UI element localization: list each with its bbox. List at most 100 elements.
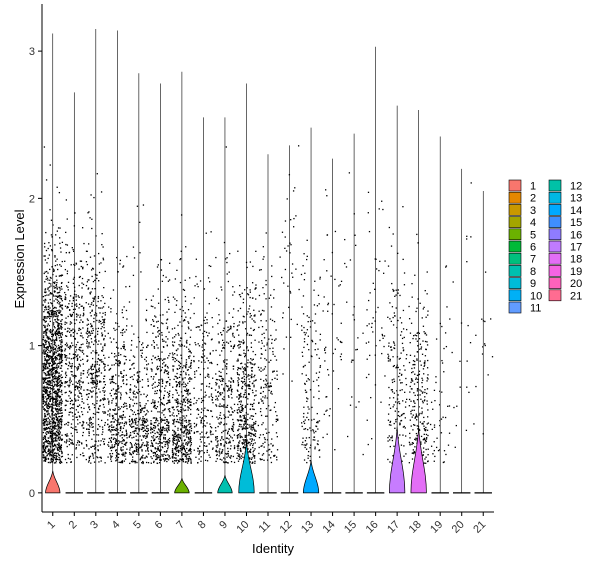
data-point: [57, 432, 60, 434]
data-point: [95, 315, 98, 317]
data-point: [103, 398, 105, 400]
data-point: [72, 357, 75, 360]
data-point: [101, 295, 103, 297]
data-point: [195, 425, 197, 427]
data-point: [180, 250, 182, 252]
data-point: [123, 402, 126, 404]
data-point: [103, 354, 105, 357]
data-point: [221, 333, 223, 336]
data-point: [217, 322, 219, 325]
data-point: [202, 436, 204, 438]
data-point: [74, 330, 76, 333]
data-point: [47, 432, 49, 434]
data-point: [119, 435, 121, 437]
data-point: [49, 317, 51, 320]
data-point: [57, 412, 59, 414]
data-point: [46, 394, 49, 397]
data-point: [129, 449, 131, 451]
data-point: [114, 413, 116, 415]
data-point: [81, 413, 84, 416]
data-point: [236, 411, 239, 414]
data-point: [76, 456, 78, 459]
data-point: [44, 246, 46, 248]
data-point: [237, 433, 240, 436]
data-point: [44, 288, 47, 290]
data-point: [239, 346, 242, 348]
data-point: [209, 425, 212, 428]
data-point: [79, 453, 82, 456]
data-point: [115, 413, 117, 415]
data-point: [151, 444, 154, 446]
data-point: [269, 294, 272, 296]
data-point: [56, 435, 58, 437]
data-point: [65, 317, 67, 319]
data-point: [126, 441, 128, 444]
data-point: [49, 428, 51, 430]
data-point: [245, 385, 247, 387]
data-point: [240, 341, 243, 343]
data-point: [75, 426, 77, 428]
data-point: [247, 359, 249, 361]
data-point: [64, 268, 67, 271]
data-point: [57, 399, 59, 401]
data-point: [181, 415, 183, 417]
data-point: [184, 409, 187, 411]
data-point: [186, 342, 188, 344]
data-point: [244, 389, 246, 391]
data-point: [253, 328, 256, 331]
data-point: [183, 289, 186, 291]
data-point: [169, 262, 171, 264]
data-point: [53, 381, 56, 383]
data-point: [59, 311, 61, 314]
data-point: [218, 314, 220, 316]
data-point: [121, 329, 124, 332]
data-point: [54, 256, 56, 258]
data-point: [47, 442, 49, 444]
data-point: [122, 380, 124, 382]
data-point: [252, 382, 254, 384]
data-point: [58, 294, 61, 297]
data-point: [176, 409, 179, 411]
data-point: [54, 342, 56, 344]
data-point: [215, 373, 217, 375]
data-point: [183, 427, 185, 429]
data-point: [50, 435, 52, 437]
data-point: [91, 391, 93, 393]
data-point: [254, 455, 256, 457]
data-point: [197, 413, 200, 416]
data-point: [60, 374, 62, 376]
data-point: [82, 427, 84, 429]
data-point: [58, 381, 60, 383]
data-point: [265, 279, 267, 282]
data-point: [87, 288, 89, 290]
data-point: [90, 352, 92, 354]
data-point: [49, 276, 52, 279]
data-point: [145, 309, 148, 312]
data-point: [178, 445, 180, 447]
data-point: [78, 284, 80, 287]
data-point: [132, 393, 135, 395]
data-point: [48, 407, 50, 410]
data-point: [190, 430, 193, 432]
data-point: [274, 401, 277, 404]
data-point: [123, 363, 126, 365]
data-point: [265, 432, 268, 434]
data-point: [55, 234, 57, 236]
data-point: [156, 457, 158, 460]
data-point: [66, 307, 68, 309]
data-point: [239, 394, 241, 396]
data-point: [53, 360, 56, 362]
data-point: [49, 381, 52, 383]
data-point: [64, 323, 66, 325]
data-point: [100, 191, 103, 193]
data-point: [56, 366, 58, 368]
data-point: [122, 452, 124, 454]
data-point: [70, 264, 72, 266]
data-point: [64, 376, 67, 378]
data-point: [108, 356, 110, 359]
data-point: [47, 403, 50, 405]
data-point: [177, 437, 179, 439]
data-point: [254, 460, 256, 462]
data-point: [183, 381, 185, 383]
data-point: [147, 446, 149, 449]
